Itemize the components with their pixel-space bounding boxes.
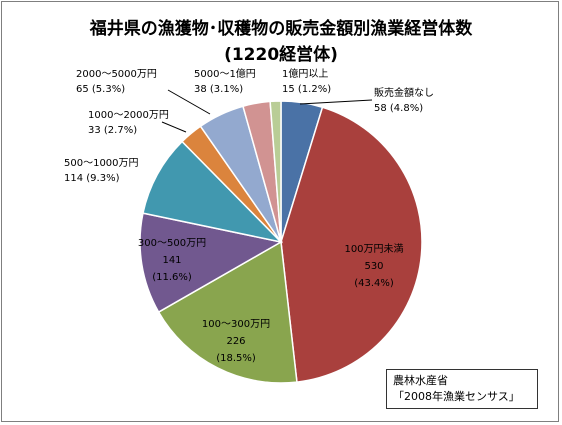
slice-label: 2000～5000万円 65 (5.3%) [76, 69, 157, 95]
pie-slice [280, 106, 423, 383]
slice-label: 500～1000万円 114 (9.3%) [64, 158, 139, 184]
slice-label: 100万円未満 530 (43.4%) [344, 243, 403, 289]
pie-slice [157, 240, 298, 384]
pie-slice [139, 212, 284, 314]
slice-label: 1億円以上 15 (1.2%) [282, 67, 331, 95]
slice-label: 300～500万円 141 (11.6%) [138, 238, 206, 283]
leader-line [299, 99, 373, 105]
pie-slice [269, 100, 282, 243]
chart-subtitle: (1220経営体) [224, 45, 338, 65]
chart-title: 福井県の漁獲物･収穫物の販売金額別漁業経営体数 [89, 19, 473, 39]
source-box: 農林水産省 「2008年漁業センサス」 [386, 369, 538, 409]
source-line-2: 「2008年漁業センサス」 [393, 390, 520, 403]
slice-label: 販売金額なし 58 (4.8%) [374, 86, 434, 114]
leader-line [161, 121, 187, 133]
slice-label: 1000～2000万円 33 (2.7%) [88, 110, 169, 136]
leader-line [167, 89, 211, 115]
pie-slice [142, 140, 284, 244]
source-line-1: 農林水産省 [393, 374, 448, 387]
slice-label: 5000～1億円 38 (3.1%) [194, 67, 256, 95]
slice-label: 100～300万円 226 (18.5%) [202, 319, 270, 364]
